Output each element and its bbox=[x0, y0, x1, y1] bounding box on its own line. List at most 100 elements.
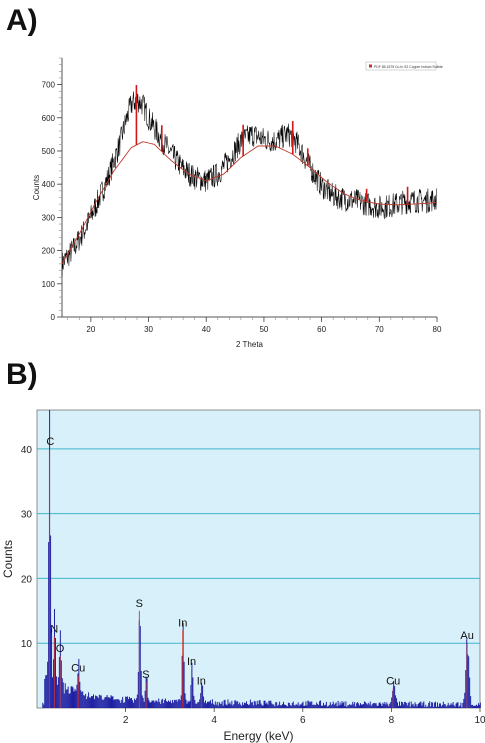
legend-swatch bbox=[369, 64, 372, 68]
spectrum-bar bbox=[65, 689, 67, 708]
spectrum-bar bbox=[459, 705, 461, 708]
spectrum-bar bbox=[151, 700, 153, 708]
spectrum-bar bbox=[416, 706, 418, 708]
spectrum-bar bbox=[368, 704, 370, 708]
spectrum-bar bbox=[125, 696, 127, 708]
spectrum-bar bbox=[186, 703, 188, 708]
spectrum-bar bbox=[355, 706, 357, 708]
peak-label: S bbox=[142, 669, 149, 681]
spectrum-bar bbox=[277, 705, 279, 708]
y-tick-label: 300 bbox=[42, 213, 56, 222]
spectrum-bar bbox=[72, 687, 74, 708]
spectrum-bar bbox=[428, 703, 430, 708]
spectrum-bar bbox=[162, 698, 164, 708]
spectrum-bar bbox=[111, 696, 113, 708]
spectrum-bar bbox=[342, 703, 344, 708]
x-tick-label: 8 bbox=[389, 715, 395, 726]
spectrum-bar bbox=[284, 704, 285, 708]
spectrum-bar bbox=[450, 703, 452, 708]
spectrum-bar bbox=[451, 704, 453, 708]
peak-label: C bbox=[46, 436, 54, 448]
spectrum-bar bbox=[119, 700, 121, 708]
spectrum-bar bbox=[399, 701, 400, 708]
spectrum-bar bbox=[203, 696, 205, 708]
spectrum-bar bbox=[52, 677, 54, 708]
spectrum-bar bbox=[123, 702, 125, 708]
spectrum-bar bbox=[381, 706, 383, 708]
spectrum-bar bbox=[64, 683, 66, 708]
spectrum-bar bbox=[173, 699, 175, 708]
spectrum-bar bbox=[83, 695, 85, 708]
peak-label: In bbox=[197, 676, 206, 688]
spectrum-bars bbox=[42, 410, 481, 708]
spectrum-bar bbox=[167, 701, 169, 708]
spectrum-bar bbox=[265, 703, 267, 708]
x-tick-label: 50 bbox=[259, 325, 268, 334]
spectrum-bar bbox=[475, 705, 476, 708]
spectrum-bar bbox=[204, 702, 206, 708]
spectrum-bar bbox=[146, 678, 148, 708]
spectrum-bar bbox=[274, 706, 276, 708]
spectrum-bar bbox=[199, 699, 201, 708]
spectrum-bar bbox=[299, 704, 301, 708]
spectrum-bar bbox=[76, 684, 78, 708]
spectrum-bar bbox=[460, 702, 462, 708]
spectrum-bar bbox=[369, 701, 371, 708]
spectrum-bar bbox=[373, 702, 375, 708]
spectrum-bar bbox=[237, 701, 239, 708]
y-tick-label: 600 bbox=[42, 114, 56, 123]
spectrum-bar bbox=[397, 702, 399, 708]
spectrum-bar bbox=[383, 703, 385, 708]
spectrum-bar bbox=[301, 703, 303, 708]
spectrum-bar bbox=[366, 704, 368, 708]
spectrum-bar bbox=[467, 654, 469, 708]
spectrum-bar bbox=[97, 697, 99, 708]
spectrum-bar bbox=[159, 701, 161, 708]
spectrum-bar bbox=[406, 705, 408, 708]
peak-label: In bbox=[187, 656, 196, 668]
spectrum-bar bbox=[220, 703, 222, 708]
spectrum-bar bbox=[464, 692, 466, 708]
spectrum-bar bbox=[333, 704, 335, 708]
spectrum-bar bbox=[377, 705, 379, 708]
spectrum-bar bbox=[171, 699, 173, 708]
spectrum-bar bbox=[375, 703, 377, 708]
spectrum-bar bbox=[223, 700, 225, 708]
spectrum-bar bbox=[322, 705, 323, 708]
spectrum-bar bbox=[281, 705, 283, 708]
y-tick-label: 500 bbox=[42, 147, 56, 156]
spectrum-bar bbox=[129, 696, 131, 708]
spectrum-bar bbox=[286, 706, 288, 708]
spectrum-bar bbox=[447, 702, 449, 708]
spectrum-bar bbox=[347, 705, 349, 708]
spectrum-bar bbox=[229, 702, 231, 708]
spectrum-bar bbox=[81, 692, 83, 708]
spectrum-bar bbox=[242, 702, 244, 708]
spectrum-bar bbox=[175, 699, 177, 708]
spectrum-bar bbox=[93, 699, 95, 708]
spectrum-bar bbox=[437, 702, 438, 708]
spectrum-bar bbox=[54, 637, 56, 708]
spectrum-bar bbox=[240, 704, 242, 708]
spectrum-bar bbox=[384, 701, 386, 708]
spectrum-bar bbox=[127, 696, 129, 708]
spectrum-bar bbox=[304, 705, 306, 708]
spectrum-bar bbox=[177, 699, 179, 708]
spectrum-bar bbox=[144, 690, 146, 708]
spectrum-bar bbox=[403, 702, 405, 708]
spectrum-bar bbox=[67, 686, 69, 708]
spectrum-bar bbox=[404, 701, 406, 708]
spectrum-bar bbox=[189, 700, 191, 708]
spectrum-bar bbox=[222, 705, 224, 708]
spectrum-bar bbox=[463, 698, 465, 708]
spectrum-bar bbox=[348, 705, 350, 708]
x-tick-label: 4 bbox=[211, 715, 217, 726]
spectrum-bar bbox=[445, 706, 447, 708]
spectrum-bar bbox=[55, 676, 57, 708]
spectrum-bar bbox=[395, 695, 397, 708]
spectrum-bar bbox=[354, 702, 356, 708]
spectrum-bar bbox=[371, 704, 373, 708]
spectrum-bar bbox=[60, 660, 62, 708]
spectrum-bar bbox=[124, 702, 126, 708]
spectrum-bar bbox=[213, 704, 215, 708]
